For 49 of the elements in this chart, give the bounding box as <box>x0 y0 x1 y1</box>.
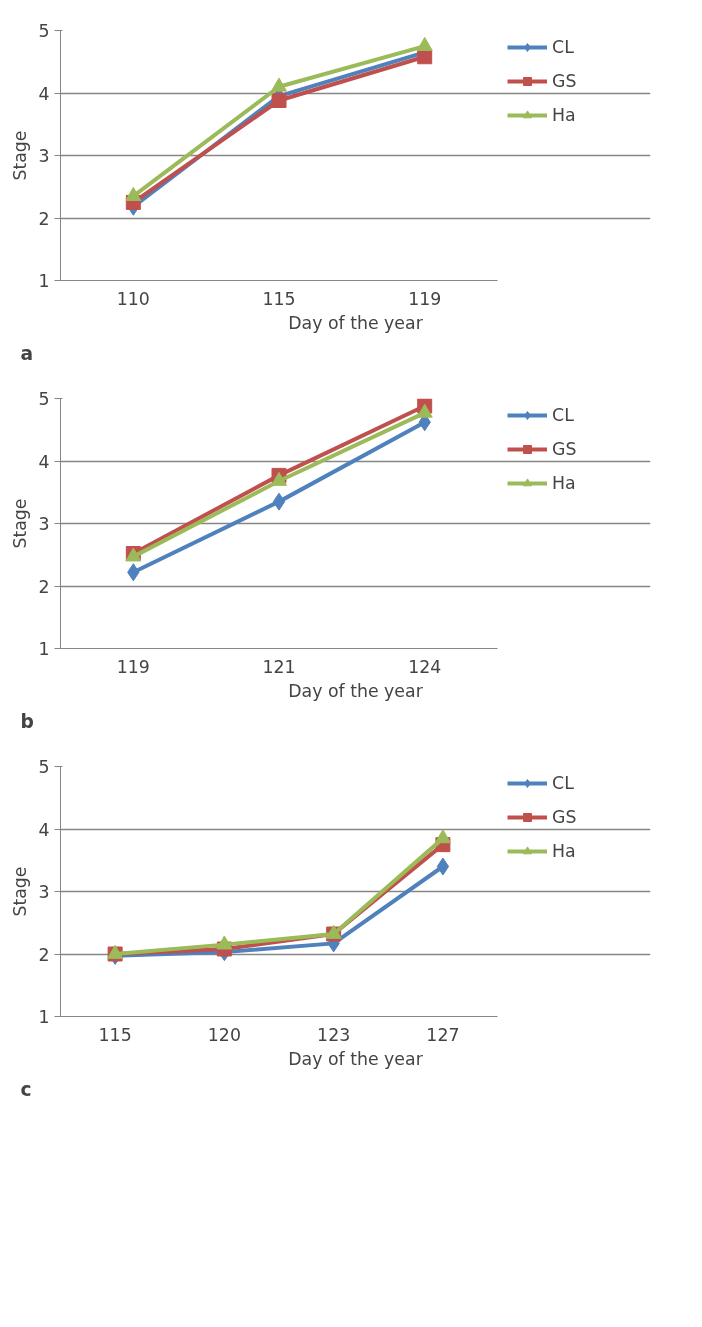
x-tick-label: 110 <box>116 288 150 309</box>
legend-label: Ha <box>552 105 576 125</box>
point <box>271 93 287 108</box>
point <box>272 492 286 511</box>
point <box>271 77 288 92</box>
point <box>434 829 451 844</box>
y-axis-title: Stage <box>10 866 31 917</box>
y-tick-label: 4 <box>38 83 50 104</box>
x-tick-label: 121 <box>262 656 296 677</box>
text: b <box>20 710 34 732</box>
legend-label: GS <box>552 439 577 459</box>
text: c <box>20 1078 32 1100</box>
y-tick-label: 2 <box>38 576 50 597</box>
point <box>436 857 450 876</box>
y-tick-label: 4 <box>38 451 50 472</box>
x-tick-label: 119 <box>408 288 442 309</box>
legend-label: GS <box>552 807 577 827</box>
y-tick-label: 3 <box>38 146 50 166</box>
x-tick-label: 119 <box>116 656 150 677</box>
y-tick-label: 3 <box>38 514 50 534</box>
text: a <box>20 342 34 364</box>
x-axis-title: Day of the year <box>288 312 424 333</box>
y-tick-label: 5 <box>38 757 50 777</box>
legend-label: Ha <box>552 473 576 493</box>
y-axis-title: Stage <box>10 130 31 181</box>
y-tick-label: 2 <box>38 208 50 229</box>
x-tick-label: 127 <box>426 1024 460 1045</box>
legend-label: CL <box>552 773 574 793</box>
y-tick-label: 2 <box>38 944 50 965</box>
x-tick-label: 124 <box>408 656 442 677</box>
x-tick-label: 123 <box>317 1024 351 1045</box>
y-axis-title: Stage <box>10 498 31 549</box>
x-tick-label: 120 <box>207 1024 241 1045</box>
point <box>416 36 433 51</box>
legend-label: CL <box>552 37 574 57</box>
y-tick-label: 1 <box>38 271 50 291</box>
y-tick-label: 5 <box>38 389 50 409</box>
y-tick-label: 1 <box>38 639 50 659</box>
y-tick-label: 4 <box>38 819 50 840</box>
legend-label: GS <box>552 71 577 91</box>
x-axis-title: Day of the year <box>288 680 424 701</box>
y-tick-label: 5 <box>38 21 50 41</box>
legend-label: Ha <box>552 841 576 861</box>
x-tick-label: 115 <box>262 288 296 309</box>
x-axis-title: Day of the year <box>288 1048 424 1069</box>
y-tick-label: 1 <box>38 1007 50 1027</box>
legend-label: CL <box>552 405 574 425</box>
y-tick-label: 3 <box>38 882 50 902</box>
x-tick-label: 115 <box>98 1024 132 1045</box>
